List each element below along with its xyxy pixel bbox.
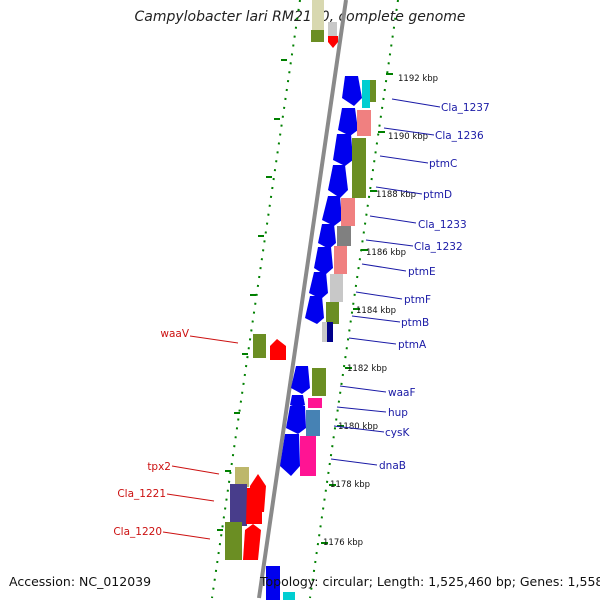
gene-label: waaV: [160, 328, 189, 340]
cog-block: [283, 592, 295, 600]
outer-guide-left: [211, 0, 301, 599]
kbp-label: 1182 kbp: [347, 364, 387, 374]
accession-label: Accession: NC_012039: [9, 574, 152, 589]
gene-label: Cla_1232: [414, 241, 463, 253]
kbp-label: 1192 kbp: [398, 74, 438, 84]
kbp-label: 1186 kbp: [366, 248, 406, 258]
genome-backbone: [257, 0, 348, 599]
gene-label: Cla_1236: [435, 130, 484, 142]
forward-gene-arrow: [328, 36, 338, 48]
gene-label: Cla_1221: [117, 488, 166, 500]
kbp-label: 1178 kbp: [330, 480, 370, 490]
kbp-label: 1190 kbp: [388, 132, 428, 142]
gene-label: ptmD: [423, 189, 452, 201]
topology-label: Topology: circular; Length: 1,525,460 bp…: [260, 574, 600, 589]
kbp-label: 1188 kbp: [376, 190, 416, 200]
gene-label: ptmF: [404, 294, 431, 306]
map-title: Campylobacter lari RM2100, complete geno…: [134, 9, 466, 25]
kbp-label: 1176 kbp: [323, 538, 363, 548]
kbp-tick-labels: 1192 kbp 1190 kbp 1188 kbp 1186 kbp 1184…: [323, 74, 438, 548]
reverse-gene-arrow: [266, 566, 280, 600]
cog-block: [328, 22, 337, 36]
gene-label: dnaB: [379, 460, 406, 472]
reverse-gene-cluster-upper: [305, 76, 362, 324]
gene-label: tpx2: [147, 461, 171, 473]
gene-label: waaF: [388, 387, 416, 399]
cog-block: [311, 30, 324, 42]
right-gene-labels: Cla_1237 Cla_1236 ptmC ptmD Cla_1233 Cla…: [379, 102, 490, 472]
kbp-label: 1180 kbp: [338, 422, 378, 432]
left-tick-marks: [217, 59, 287, 531]
left-forward-cluster: [225, 334, 286, 560]
gene-label: Cla_1220: [113, 526, 162, 538]
gene-label: Cla_1233: [418, 219, 467, 231]
outer-guide-right: [309, 0, 399, 599]
gene-label: cysK: [385, 427, 410, 439]
left-label-leaders: [162, 335, 239, 540]
right-label-leaders: [330, 98, 441, 466]
gene-label: ptmC: [429, 158, 457, 170]
gene-label: ptmB: [401, 317, 429, 329]
left-gene-labels: waaV tpx2 Cla_1221 Cla_1220: [113, 328, 189, 538]
kbp-label: 1184 kbp: [356, 306, 396, 316]
gene-label: Cla_1237: [441, 102, 490, 114]
cog-column-lower: [300, 368, 326, 476]
gene-label: ptmE: [408, 266, 436, 278]
gene-label: hup: [388, 407, 408, 419]
cog-column-upper: [322, 80, 376, 342]
right-tick-marks: [321, 73, 393, 544]
reverse-gene-cluster-lower: [280, 366, 310, 476]
gene-label: ptmA: [398, 339, 427, 351]
